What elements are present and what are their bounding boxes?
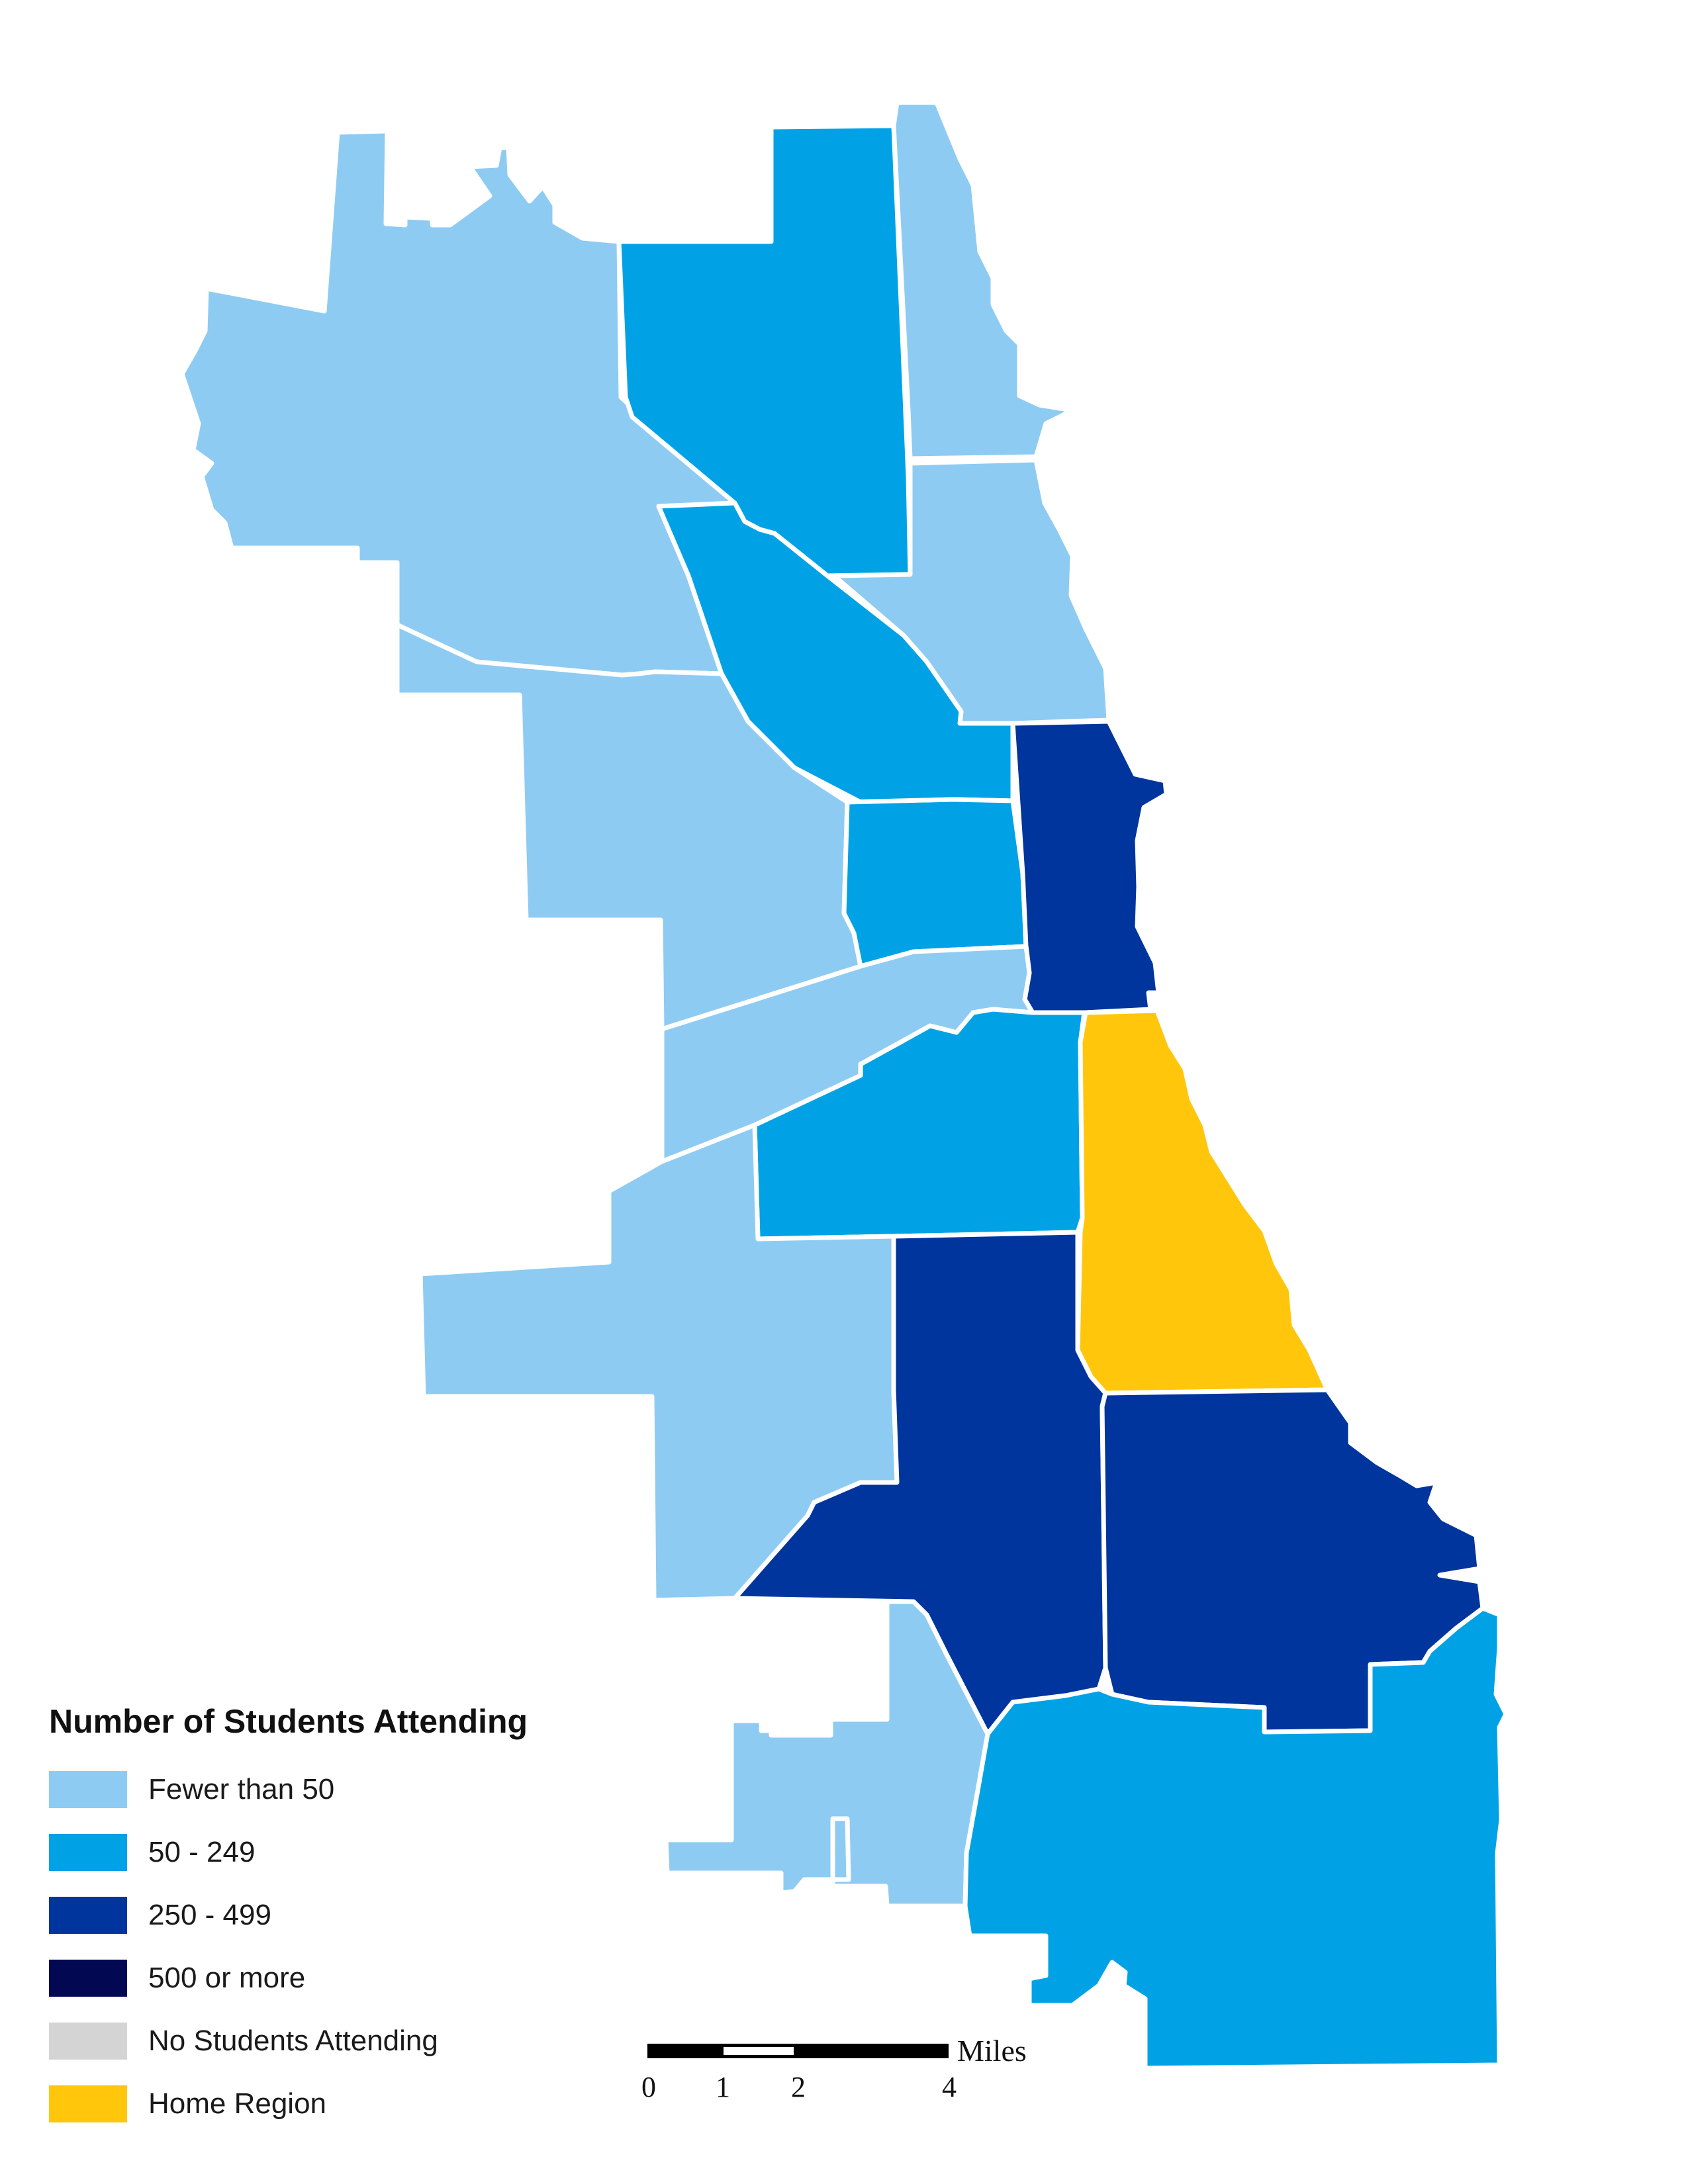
scale-bar-segment <box>647 2044 722 2058</box>
legend-label: 500 or more <box>148 1961 306 1994</box>
scale-bar-segment <box>795 2044 949 2058</box>
legend-label: 250 - 499 <box>148 1898 271 1931</box>
scale-bar-tick: 4 <box>942 2071 957 2103</box>
region-far-southwest[interactable] <box>663 1599 990 1909</box>
legend-label: Home Region <box>148 2087 327 2120</box>
legend-swatch <box>49 1959 127 1997</box>
map-legend: Number of Students Attending Fewer than … <box>49 1702 528 2135</box>
region-west-central[interactable] <box>841 797 1029 969</box>
region-far-south[interactable] <box>962 1606 1509 2071</box>
legend-swatch <box>49 2085 127 2122</box>
legend-swatch <box>49 1833 127 1871</box>
region-south-lakefront[interactable] <box>1075 1008 1330 1396</box>
legend-item: 50 - 249 <box>49 1821 528 1884</box>
scale-bar-tick: 1 <box>716 2071 730 2103</box>
region-central-lakefront[interactable] <box>1010 719 1169 1015</box>
scale-bar-tick: 0 <box>641 2071 656 2103</box>
legend-label: 50 - 249 <box>148 1835 256 1868</box>
legend-item: No Students Attending <box>49 2009 528 2072</box>
legend-swatch <box>49 2022 127 2060</box>
legend-label: No Students Attending <box>148 2024 438 2057</box>
legend-item: Home Region <box>49 2072 528 2135</box>
legend-label: Fewer than 50 <box>148 1772 335 1805</box>
legend-item: 250 - 499 <box>49 1884 528 1946</box>
legend-swatch <box>49 1770 127 1808</box>
legend-title: Number of Students Attending <box>49 1703 528 1740</box>
scale-bar-tick: 2 <box>791 2071 806 2103</box>
scale-bar-segment <box>720 2044 797 2058</box>
legend-swatch <box>49 1896 127 1934</box>
scale-bar-unit: Miles <box>957 2034 1027 2068</box>
region-far-north-lakefront[interactable] <box>891 100 1075 461</box>
legend-item: Fewer than 50 <box>49 1758 528 1821</box>
scale-bar: Miles 0 1 2 4 <box>641 2034 1027 2116</box>
legend-item: 500 or more <box>49 1946 528 2009</box>
